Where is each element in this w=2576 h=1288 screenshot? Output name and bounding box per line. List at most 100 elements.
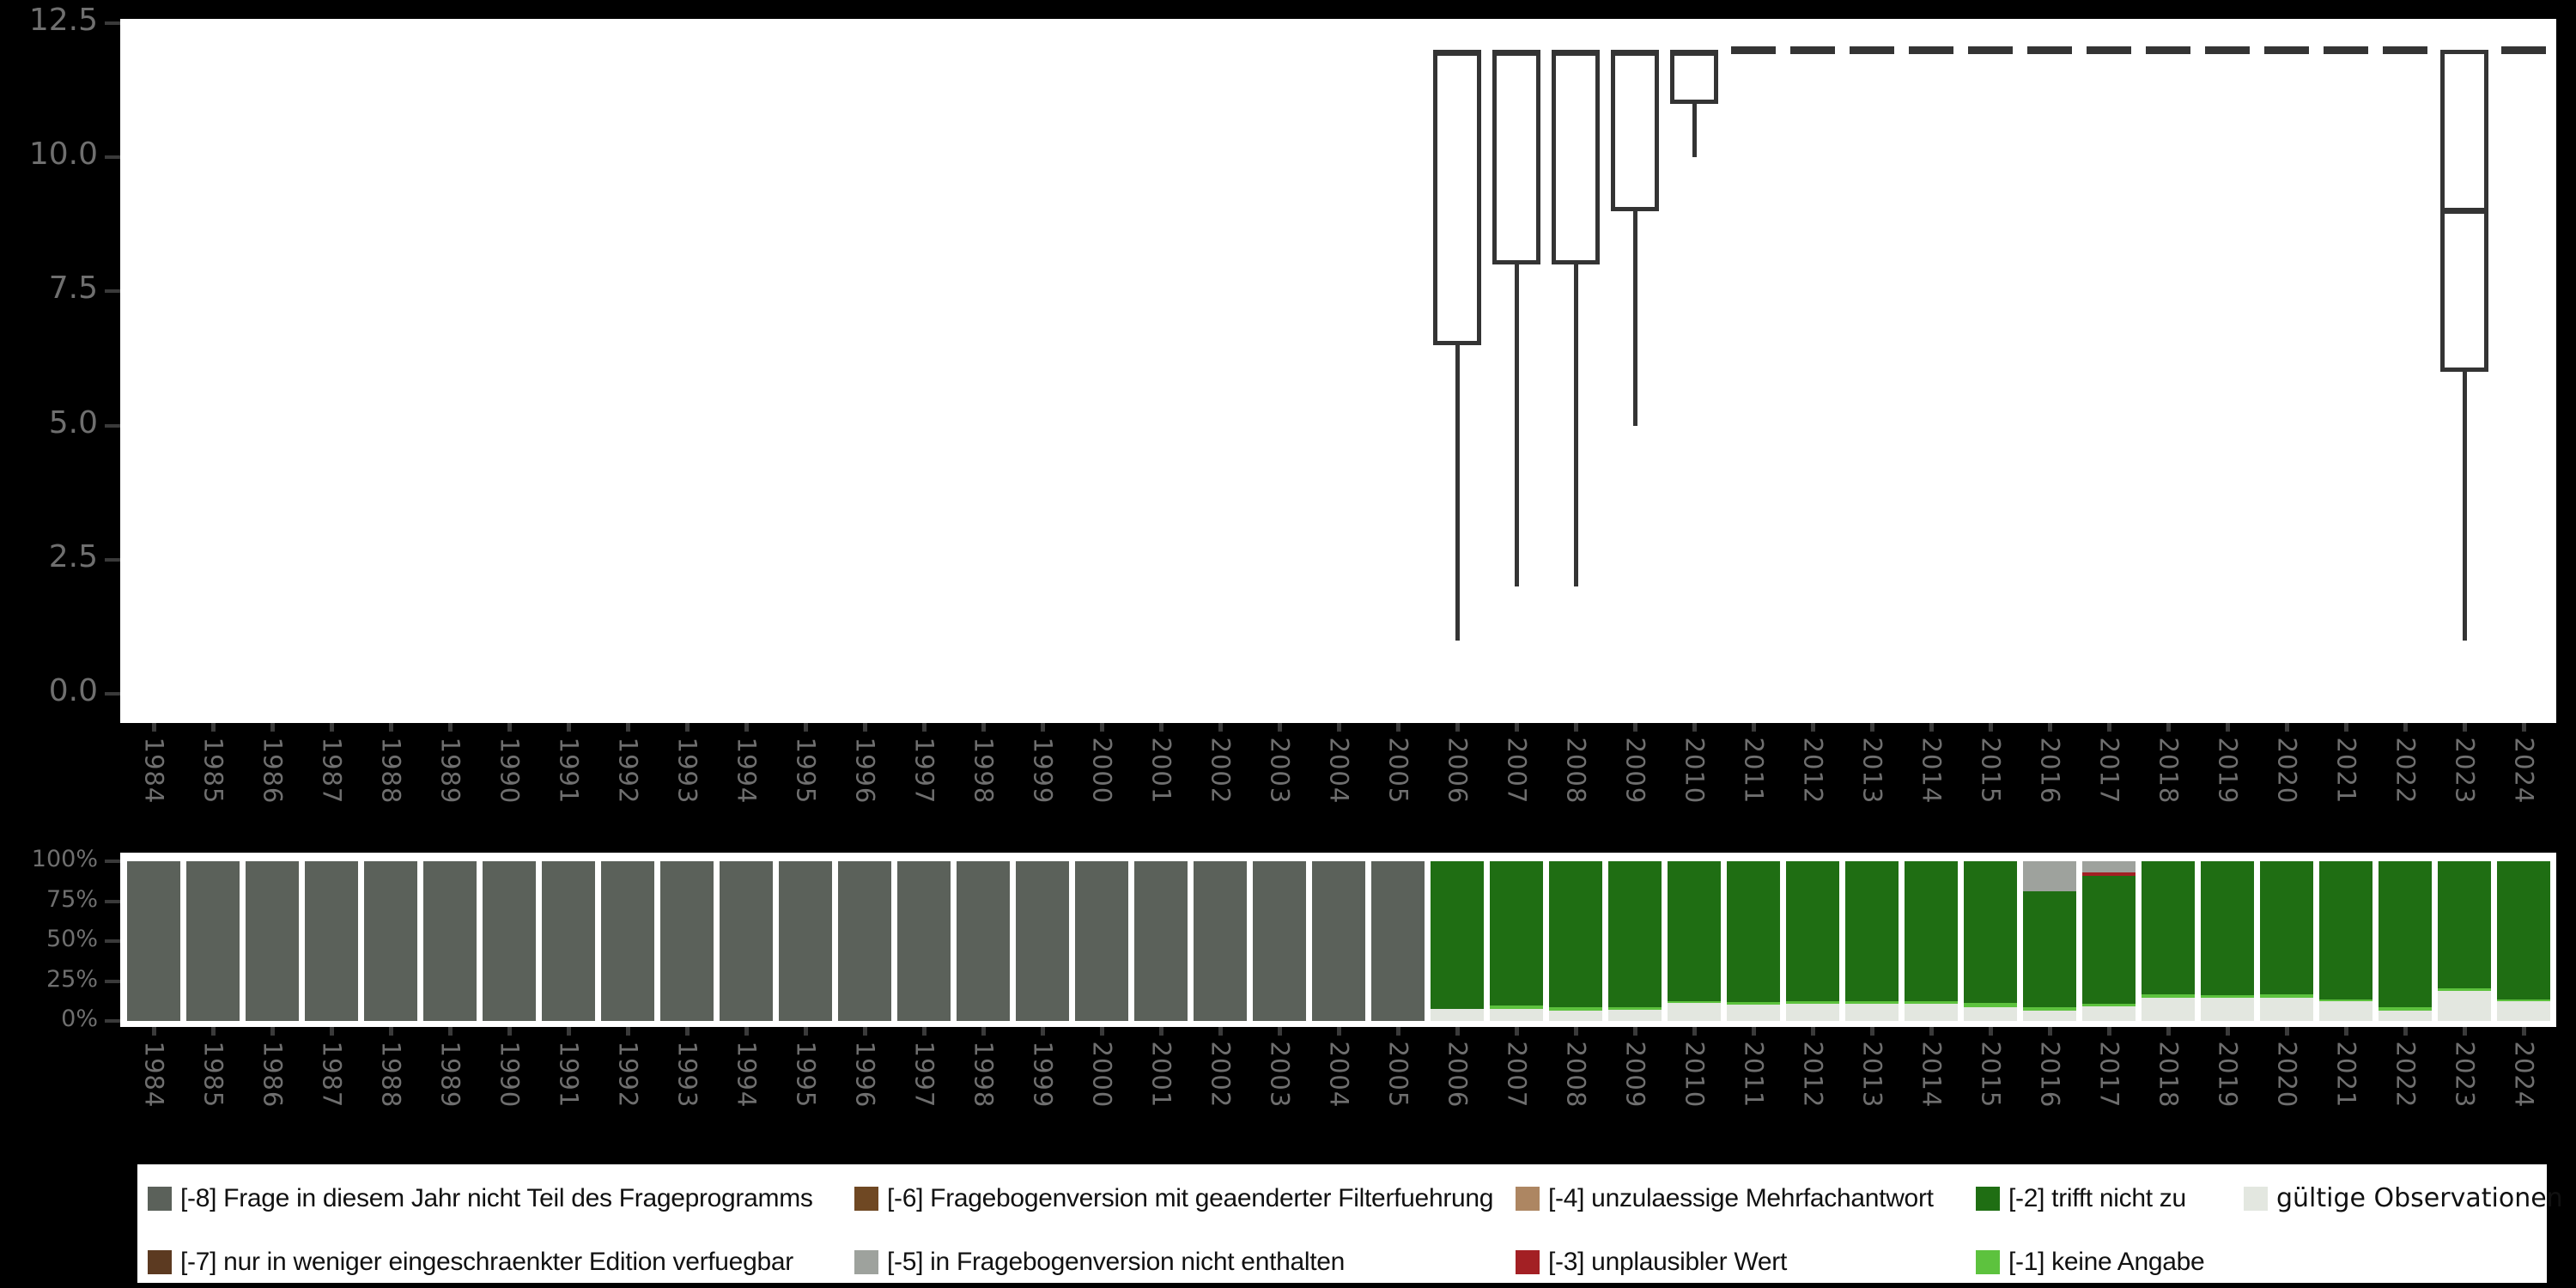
bar-segment-valid-2023 <box>2438 991 2491 1021</box>
bar-segment-neg1-2015 <box>1964 1002 2017 1007</box>
bar-segment-neg2-2019 <box>2201 861 2254 996</box>
year-label-top-2013: 2013 <box>1857 737 1886 804</box>
boxplot-median-2006 <box>1433 50 1481 56</box>
y-axis-tick-label: 10.0 <box>28 137 98 172</box>
x-axis-tick-top <box>685 723 690 732</box>
x-axis-tick-bottom <box>804 1027 808 1036</box>
bar-segment-neg8-1992 <box>601 861 654 1021</box>
bar-segment-valid-2018 <box>2142 997 2195 1021</box>
year-label-bottom-2009: 2009 <box>1620 1041 1649 1108</box>
missing-bar-2002 <box>1194 861 1247 1021</box>
bar-segment-valid-2007 <box>1490 1009 1543 1021</box>
boxplot-median-2023 <box>2440 208 2488 214</box>
year-label-bottom-2012: 2012 <box>1798 1041 1827 1108</box>
bar-segment-valid-2012 <box>1786 1004 1839 1021</box>
missing-bar-2004 <box>1312 861 1365 1021</box>
boxplot-dash-2014 <box>1909 46 1953 54</box>
legend-swatch-neg5 <box>854 1250 878 1274</box>
percent-axis-tick <box>105 860 120 863</box>
x-axis-tick-top <box>152 723 156 732</box>
year-label-bottom-2007: 2007 <box>1502 1041 1531 1108</box>
bar-segment-neg8-2003 <box>1253 861 1306 1021</box>
year-label-top-2002: 2002 <box>1206 737 1235 804</box>
year-label-bottom-1997: 1997 <box>909 1041 939 1108</box>
x-axis-tick-top <box>1278 723 1282 732</box>
x-axis-tick-bottom <box>1396 1027 1400 1036</box>
year-label-top-1988: 1988 <box>376 737 405 804</box>
bar-segment-neg8-1989 <box>423 861 477 1021</box>
year-label-top-1991: 1991 <box>554 737 583 804</box>
x-axis-tick-bottom <box>922 1027 927 1036</box>
year-label-top-1995: 1995 <box>791 737 820 804</box>
bar-segment-neg1-2009 <box>1608 1007 1662 1010</box>
x-axis-tick-bottom <box>2522 1027 2526 1036</box>
year-label-top-2009: 2009 <box>1620 737 1649 804</box>
x-axis-tick-top <box>211 723 216 732</box>
x-axis-tick-top <box>1218 723 1223 732</box>
x-axis-tick-top <box>2048 723 2052 732</box>
bar-segment-neg8-2001 <box>1134 861 1188 1021</box>
x-axis-tick-top <box>2166 723 2171 732</box>
x-axis-tick-bottom <box>1041 1027 1045 1036</box>
bar-segment-neg8-1988 <box>364 861 417 1021</box>
boxplot-median-2010 <box>1670 50 1718 56</box>
bar-segment-valid-2015 <box>1964 1006 2017 1021</box>
missing-bar-2005 <box>1371 861 1425 1021</box>
missing-bar-1998 <box>957 861 1010 1021</box>
x-axis-tick-top <box>2463 723 2467 732</box>
x-axis-tick-bottom <box>211 1027 216 1036</box>
x-axis-tick-top <box>1159 723 1163 732</box>
y-axis-tick-label: 5.0 <box>48 404 98 440</box>
bar-segment-valid-2021 <box>2319 1000 2372 1021</box>
x-axis-tick-bottom <box>2344 1027 2348 1036</box>
x-axis-tick-bottom <box>1100 1027 1104 1036</box>
percent-axis-tick <box>105 899 120 903</box>
percent-axis-tick-label: 0% <box>61 1005 98 1032</box>
boxplot-dash-2011 <box>1731 46 1776 54</box>
legend-swatch-neg1 <box>1976 1250 2000 1274</box>
bar-segment-neg8-1991 <box>542 861 595 1021</box>
bar-segment-neg8-2005 <box>1371 861 1425 1021</box>
bar-segment-neg1-2022 <box>2379 1007 2432 1012</box>
year-label-bottom-1986: 1986 <box>258 1041 287 1108</box>
year-label-bottom-1985: 1985 <box>198 1041 228 1108</box>
missing-bar-1984 <box>127 861 180 1021</box>
year-label-top-1985: 1985 <box>198 737 228 804</box>
legend-label-neg7: [-7] nur in weniger eingeschraenkter Edi… <box>180 1248 793 1276</box>
x-axis-tick-bottom <box>1515 1027 1519 1036</box>
x-axis-tick-bottom <box>1752 1027 1756 1036</box>
bar-segment-neg8-1996 <box>838 861 891 1021</box>
x-axis-tick-top <box>1692 723 1697 732</box>
year-label-bottom-1990: 1990 <box>495 1041 524 1108</box>
missing-bar-2023 <box>2438 861 2491 1021</box>
x-axis-tick-bottom <box>2048 1027 2052 1036</box>
bar-segment-neg2-2023 <box>2438 861 2491 988</box>
missing-bar-1995 <box>779 861 832 1021</box>
legend-label-neg2: [-2] trifft nicht zu <box>2008 1184 2186 1212</box>
bar-segment-neg2-2006 <box>1431 861 1484 1010</box>
x-axis-tick-top <box>922 723 927 732</box>
x-axis-tick-top <box>1041 723 1045 732</box>
x-axis-tick-top <box>2226 723 2230 732</box>
bar-segment-valid-2010 <box>1668 1002 1721 1021</box>
year-label-bottom-2016: 2016 <box>2035 1041 2064 1108</box>
x-axis-tick-bottom <box>626 1027 630 1036</box>
boxplot-dash-2019 <box>2205 46 2250 54</box>
bar-segment-valid-2008 <box>1549 1010 1602 1021</box>
bar-segment-neg2-2010 <box>1668 861 1721 1001</box>
missing-bar-1991 <box>542 861 595 1021</box>
bar-segment-neg1-2018 <box>2142 994 2195 998</box>
x-axis-tick-bottom <box>863 1027 867 1036</box>
legend-label-valid: gültige Observationen <box>2276 1183 2563 1213</box>
bar-segment-valid-2013 <box>1845 1004 1899 1021</box>
x-axis-tick-top <box>981 723 986 732</box>
boxplot-dash-2024 <box>2501 46 2546 54</box>
boxplot-box-2006 <box>1433 50 1481 345</box>
bar-segment-valid-2024 <box>2497 1001 2550 1021</box>
legend-swatch-neg2 <box>1976 1187 2000 1211</box>
year-label-top-2019: 2019 <box>2213 737 2242 804</box>
bar-segment-neg2-2015 <box>1964 861 2017 1003</box>
x-axis-tick-top <box>507 723 512 732</box>
year-label-top-1984: 1984 <box>139 737 168 804</box>
